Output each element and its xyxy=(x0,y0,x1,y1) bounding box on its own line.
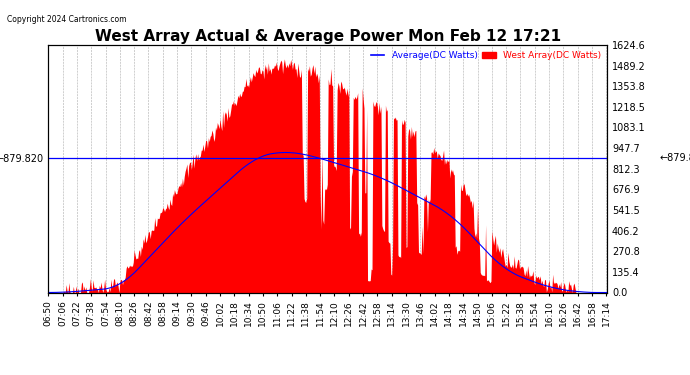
Text: ←879.820: ←879.820 xyxy=(660,153,690,164)
Title: West Array Actual & Average Power Mon Feb 12 17:21: West Array Actual & Average Power Mon Fe… xyxy=(95,29,561,44)
Text: Copyright 2024 Cartronics.com: Copyright 2024 Cartronics.com xyxy=(7,15,126,24)
Legend: Average(DC Watts), West Array(DC Watts): Average(DC Watts), West Array(DC Watts) xyxy=(369,50,602,62)
